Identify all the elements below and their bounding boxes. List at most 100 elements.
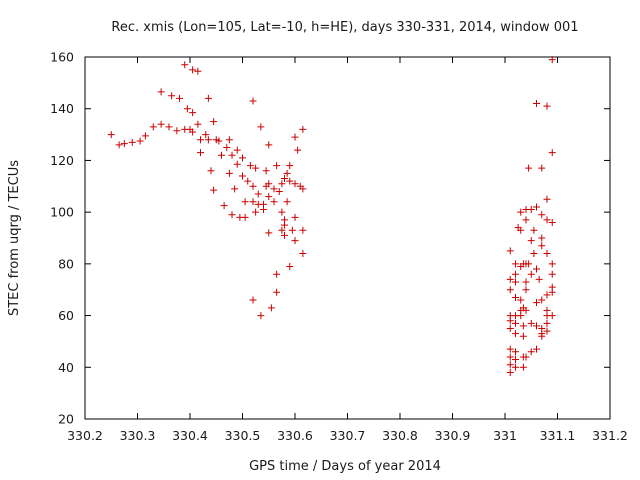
data-point [288,226,296,234]
chart-title: Rec. xmis (Lon=105, Lat=-10, h=HE), days… [111,20,578,35]
y-tick-label: 140 [50,101,74,116]
data-point [233,160,241,168]
data-point [527,348,535,356]
data-point [538,242,546,250]
data-point [168,92,176,100]
data-point [519,332,527,340]
data-point [512,278,519,286]
x-tick-label: 330.2 [67,428,103,443]
data-point [543,195,551,203]
x-tick-label: 330.7 [330,428,366,443]
data-point [522,216,530,224]
data-point [527,206,535,214]
data-point [538,234,546,242]
data-point [291,213,299,221]
data-point [265,229,273,237]
data-point [267,304,275,312]
data-point [548,288,556,296]
data-point [543,250,551,258]
data-point [299,185,307,193]
data-point [281,231,288,239]
data-point [522,286,530,294]
data-point [249,97,257,105]
data-point [548,312,556,320]
data-point [299,125,307,133]
y-tick-label: 20 [58,412,74,427]
data-point [202,131,210,139]
data-point [548,270,556,278]
x-axis-label: GPS time / Days of year 2014 [249,459,441,474]
data-point [115,141,123,149]
data-point [506,353,514,361]
data-point [525,164,533,172]
data-point [278,226,286,234]
data-point [215,137,223,145]
data-point [538,296,546,304]
data-point [286,262,294,270]
data-point [506,361,514,369]
data-point [241,213,249,221]
data-point [257,123,265,131]
data-point [533,265,540,273]
data-point [210,118,218,126]
data-point [533,100,540,108]
data-point [506,286,514,294]
data-point [291,133,299,141]
x-tick-label: 330.5 [225,428,261,443]
data-point [291,180,299,188]
data-point [194,67,202,75]
data-point [210,186,218,194]
data-point [197,149,204,157]
data-point [527,319,535,327]
data-point [517,296,525,304]
data-point [157,88,165,96]
data-point [149,123,157,131]
data-point [548,56,556,64]
data-point [512,363,519,371]
x-tick-label: 330.4 [172,428,208,443]
data-point [204,94,212,102]
data-point [189,66,197,74]
data-point [239,172,246,180]
data-point [283,198,291,206]
data-point [538,332,546,340]
data-point [506,317,514,325]
data-point [506,247,514,255]
y-tick-label: 60 [58,308,74,323]
x-axis: 330.2 330.3 330.4 330.5 330.6 330.7 330.8 330.9… [67,57,628,443]
y-axis: 20 40 60 80 100 120 140 160 [50,50,610,427]
data-point [223,144,231,151]
data-point [530,250,538,258]
data-point [244,177,252,185]
data-point [273,162,281,170]
data-point [533,203,540,211]
x-tick-label: 330.8 [382,428,418,443]
data-point [231,185,239,193]
data-point [548,218,556,226]
data-point [220,202,228,210]
data-point [506,325,514,332]
y-tick-label: 80 [58,256,74,271]
data-point [517,226,525,234]
data-point [204,136,212,144]
data-point [157,120,165,128]
data-point [270,198,278,206]
data-point [228,211,236,219]
x-tick-label: 330.9 [435,428,471,443]
x-tick-label: 331 [493,428,517,443]
data-point [249,198,257,206]
data-point [265,193,273,201]
data-point [512,260,519,268]
data-point [512,319,519,327]
data-point [107,131,115,139]
x-tick-label: 330.3 [120,428,156,443]
data-point [136,137,144,145]
data-point [225,169,233,177]
data-point [527,270,535,278]
data-point [183,105,191,113]
data-point [517,208,525,216]
y-axis-label: STEC from uqrg / TECUs [7,160,22,316]
y-tick-label: 40 [58,360,74,375]
data-point [543,102,551,110]
data-point [270,185,278,193]
